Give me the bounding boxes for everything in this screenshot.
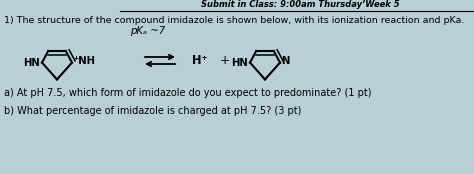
Text: HN: HN: [231, 58, 248, 68]
Text: ⁺NH: ⁺NH: [73, 56, 95, 66]
Text: +: +: [220, 53, 230, 66]
Text: HN: HN: [23, 58, 40, 68]
Text: 1) The structure of the compound imidazole is shown below, with its ionization r: 1) The structure of the compound imidazo…: [4, 16, 465, 25]
Text: Submit in Class: 9:00am Thursday’Week 5: Submit in Class: 9:00am Thursday’Week 5: [201, 0, 399, 9]
Text: a) At pH 7.5, which form of imidazole do you expect to predominate? (1 pt): a) At pH 7.5, which form of imidazole do…: [4, 88, 372, 98]
Text: N: N: [281, 56, 289, 66]
Text: pKₐ ~7: pKₐ ~7: [130, 26, 165, 36]
Text: H⁺: H⁺: [192, 53, 208, 66]
Text: b) What percentage of imidazole is charged at pH 7.5? (3 pt): b) What percentage of imidazole is charg…: [4, 106, 301, 116]
